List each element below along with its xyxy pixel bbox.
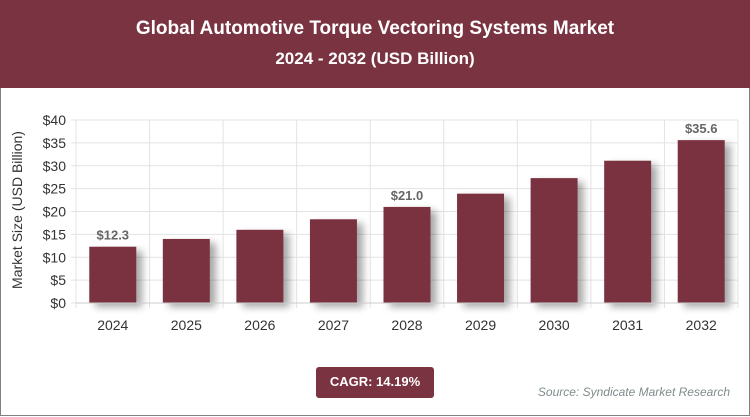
bar-2032 xyxy=(677,140,725,303)
bar-2029 xyxy=(457,193,505,303)
bar-2030 xyxy=(530,178,578,303)
y-tick-label: $5 xyxy=(50,272,66,288)
y-tick-label: $30 xyxy=(43,158,67,174)
bar-2025 xyxy=(162,238,210,303)
cagr-badge: CAGR: 14.19% xyxy=(316,367,434,398)
bar-2027 xyxy=(309,219,357,303)
y-tick-label: $15 xyxy=(43,226,67,242)
x-tick-label: 2024 xyxy=(97,317,128,333)
x-tick-label: 2027 xyxy=(318,317,349,333)
bar-2028 xyxy=(383,206,431,303)
y-axis-label: Market Size (USD Billion) xyxy=(9,131,25,289)
chart-subtitle: 2024 - 2032 (USD Billion) xyxy=(275,49,475,68)
bar-2024 xyxy=(89,246,137,303)
y-tick-label: $25 xyxy=(43,181,67,197)
x-tick-label: 2028 xyxy=(391,317,422,333)
x-tick-label: 2029 xyxy=(465,317,496,333)
data-label: $35.6 xyxy=(685,121,718,136)
bar-2031 xyxy=(604,160,652,303)
x-tick-label: 2032 xyxy=(686,317,717,333)
y-tick-label: $40 xyxy=(43,112,67,128)
chart-title: Global Automotive Torque Vectoring Syste… xyxy=(135,18,615,39)
data-label: $12.3 xyxy=(97,228,130,243)
bar-chart: Market Size (USD Billion) $0 $5 $10 $15 $20 $… xyxy=(9,112,739,333)
x-tick-label: 2025 xyxy=(171,317,202,333)
source-note: Source: Syndicate Market Research xyxy=(537,385,730,399)
x-tick-label: 2026 xyxy=(244,317,275,333)
y-tick-label: $20 xyxy=(43,204,67,220)
bar-2026 xyxy=(236,229,284,303)
y-tick-label: $10 xyxy=(43,249,67,265)
data-label: $21.0 xyxy=(391,188,424,203)
y-tick-label: $35 xyxy=(43,135,67,151)
y-tick-label: $0 xyxy=(50,295,66,311)
x-tick-label: 2030 xyxy=(539,317,570,333)
chart-header: Global Automotive Torque Vectoring Syste… xyxy=(0,0,750,88)
x-tick-label: 2031 xyxy=(612,317,643,333)
